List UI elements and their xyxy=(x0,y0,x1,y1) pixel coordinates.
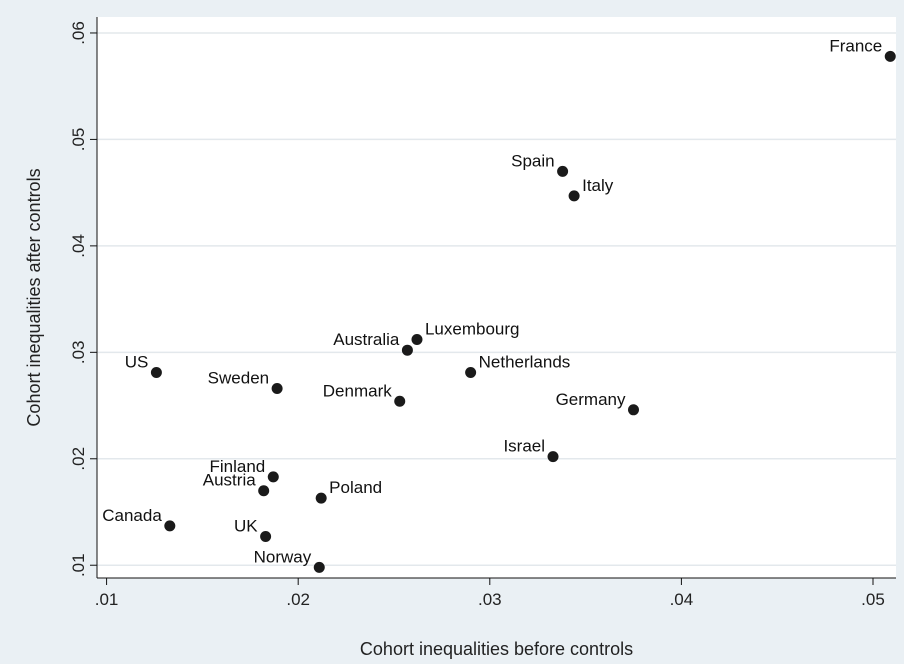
data-point xyxy=(401,344,413,356)
point-label: Norway xyxy=(254,547,312,566)
plot-area xyxy=(97,17,896,578)
point-label: France xyxy=(829,36,882,55)
point-label: Netherlands xyxy=(479,353,571,372)
point-label: Denmark xyxy=(323,381,392,400)
data-point xyxy=(627,404,639,416)
point-label: UK xyxy=(234,516,258,535)
y-tick-label: .01 xyxy=(69,553,88,577)
point-label: Finland xyxy=(210,457,266,476)
x-tick-label: .04 xyxy=(670,590,694,609)
data-point xyxy=(411,334,423,346)
x-tick-label: .03 xyxy=(478,590,502,609)
data-point xyxy=(313,561,325,573)
data-point xyxy=(394,395,406,407)
point-label: Sweden xyxy=(208,369,269,388)
point-label: Luxembourg xyxy=(425,320,520,339)
data-point xyxy=(271,383,283,395)
data-point xyxy=(465,367,477,379)
point-label: Canada xyxy=(102,506,162,525)
y-axis-title: Cohort inequalities after controls xyxy=(24,168,44,426)
axes: .01 .02 .03 .04 .05 .06 .01 .02 .03 .04 .05 xyxy=(69,17,896,609)
data-point xyxy=(258,485,270,497)
data-point xyxy=(267,471,279,483)
point-label: Italy xyxy=(582,176,614,195)
x-tick-label: .01 xyxy=(95,590,119,609)
x-tick-label: .02 xyxy=(286,590,310,609)
data-point xyxy=(547,451,559,463)
data-point xyxy=(315,492,327,504)
point-label: US xyxy=(125,353,149,372)
data-point xyxy=(568,190,580,202)
point-label: Australia xyxy=(333,330,400,349)
y-tick-label: .04 xyxy=(69,234,88,258)
x-axis-title: Cohort inequalities before controls xyxy=(360,639,633,659)
point-label: Poland xyxy=(329,478,382,497)
y-tick-label: .06 xyxy=(69,21,88,45)
x-tick-label: .05 xyxy=(861,590,885,609)
y-tick-label: .02 xyxy=(69,447,88,471)
gridlines xyxy=(97,32,896,566)
data-point xyxy=(260,530,272,542)
data-points: France Spain Italy Luxembourg Australia Nethe… xyxy=(102,36,896,573)
data-point xyxy=(164,520,176,532)
point-label: Austria xyxy=(203,471,256,490)
data-point xyxy=(884,50,896,62)
y-tick-label: .03 xyxy=(69,341,88,365)
data-point xyxy=(557,165,569,177)
point-label: Israel xyxy=(503,437,545,456)
point-label: Spain xyxy=(511,151,554,170)
point-label: Germany xyxy=(556,390,626,409)
data-point xyxy=(150,367,162,379)
y-tick-label: .05 xyxy=(69,128,88,152)
